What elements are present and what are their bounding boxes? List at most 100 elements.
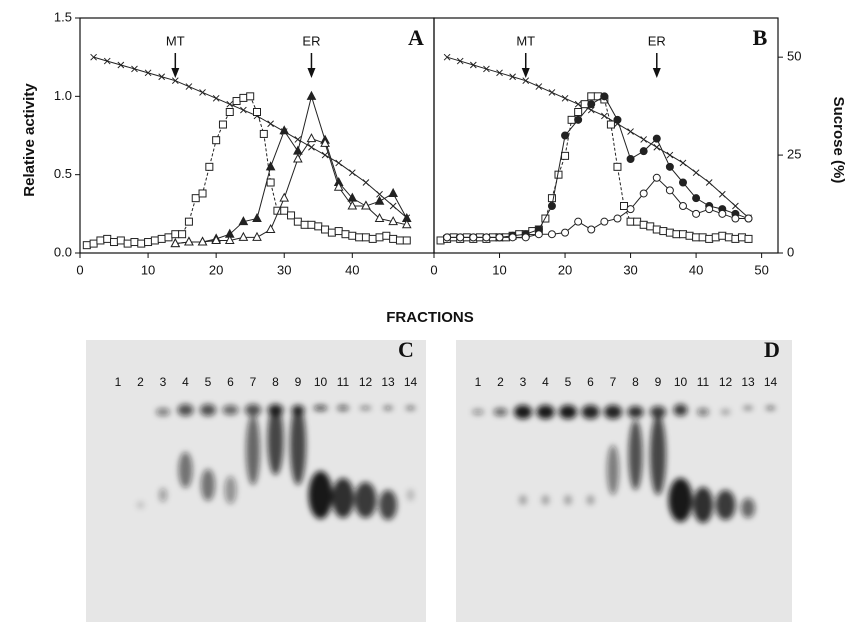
marker xyxy=(368,234,377,243)
marker xyxy=(374,195,385,205)
annotation: MT xyxy=(516,33,535,48)
y2-tick-label: 0 xyxy=(787,244,794,259)
gel-band xyxy=(743,406,753,410)
lane-label: 3 xyxy=(160,375,167,389)
marker xyxy=(652,134,661,143)
marker xyxy=(348,231,357,240)
marker xyxy=(395,236,404,245)
marker xyxy=(508,233,517,242)
gel-band xyxy=(201,469,215,501)
x-tick-label: 40 xyxy=(689,262,703,277)
marker xyxy=(574,115,583,124)
marker xyxy=(246,92,255,101)
marker xyxy=(561,131,570,140)
marker xyxy=(522,77,530,85)
marker xyxy=(678,230,687,239)
marker xyxy=(333,181,344,191)
marker xyxy=(89,239,98,248)
y-tick-label: 1.5 xyxy=(54,9,72,24)
marker xyxy=(123,239,132,248)
marker xyxy=(665,186,674,195)
marker xyxy=(252,231,262,241)
marker xyxy=(388,216,398,226)
marker xyxy=(306,133,317,143)
annotation-arrowhead xyxy=(307,68,316,78)
gel-band xyxy=(405,406,416,410)
marker xyxy=(382,231,391,240)
annotation-arrowhead xyxy=(652,68,661,78)
marker xyxy=(665,228,674,237)
marker xyxy=(731,214,740,223)
marker xyxy=(253,108,261,116)
lane-label: 4 xyxy=(542,375,549,389)
series-line xyxy=(446,56,749,219)
series-line xyxy=(93,56,408,219)
marker xyxy=(685,231,694,240)
marker xyxy=(327,228,336,237)
lane-label: 7 xyxy=(610,375,617,389)
marker xyxy=(266,178,275,187)
gel-band xyxy=(697,408,709,416)
marker xyxy=(240,106,247,114)
gel-band xyxy=(720,409,731,415)
y-tick-label: 1.0 xyxy=(54,88,72,103)
marker xyxy=(613,115,622,124)
marker xyxy=(171,230,180,239)
marker xyxy=(469,61,477,69)
gel-band xyxy=(715,490,736,520)
marker xyxy=(306,90,317,100)
lane-label: 6 xyxy=(227,375,234,389)
lane-label: 1 xyxy=(475,375,482,389)
marker xyxy=(692,209,701,218)
marker xyxy=(626,205,635,214)
marker xyxy=(197,236,208,246)
lane-label: 8 xyxy=(272,375,279,389)
annotation: ER xyxy=(648,33,666,48)
marker xyxy=(388,187,398,197)
y2-axis-label: Sucrose (%) xyxy=(830,97,847,184)
marker xyxy=(389,202,397,210)
marker xyxy=(198,189,207,198)
marker xyxy=(574,100,582,108)
y-axis-label: Relative activity xyxy=(21,83,38,197)
marker xyxy=(191,194,200,203)
annotation-arrowhead xyxy=(171,68,180,78)
marker xyxy=(265,161,276,171)
gel-band xyxy=(472,409,484,415)
marker xyxy=(640,136,648,143)
marker xyxy=(218,120,227,129)
marker xyxy=(184,236,194,246)
marker xyxy=(212,136,221,145)
marker xyxy=(646,222,655,231)
x-tick-label: 20 xyxy=(209,262,223,277)
marker xyxy=(144,69,152,77)
marker xyxy=(627,128,634,135)
marker xyxy=(711,233,720,242)
marker xyxy=(321,225,330,234)
gel-band xyxy=(200,404,216,416)
marker xyxy=(561,94,569,102)
marker xyxy=(653,143,661,151)
marker xyxy=(574,217,583,226)
gel-band xyxy=(586,495,595,505)
gel-band xyxy=(514,405,532,419)
lane-label: 8 xyxy=(632,375,639,389)
marker xyxy=(90,53,97,61)
marker xyxy=(348,169,356,177)
marker xyxy=(731,234,740,243)
series-line xyxy=(175,138,407,245)
marker xyxy=(334,227,343,236)
gel-band xyxy=(313,405,328,411)
marker xyxy=(548,89,556,96)
y2-tick-label: 50 xyxy=(787,49,801,64)
annotation-arrowhead xyxy=(521,68,530,78)
marker xyxy=(443,53,451,61)
gel-band xyxy=(607,445,619,495)
marker xyxy=(534,230,543,239)
marker xyxy=(672,230,681,239)
gel-band xyxy=(224,476,237,504)
y-tick-label: 0.0 xyxy=(54,244,72,259)
lane-label: 10 xyxy=(674,375,688,389)
marker xyxy=(732,202,739,210)
marker xyxy=(131,65,138,73)
